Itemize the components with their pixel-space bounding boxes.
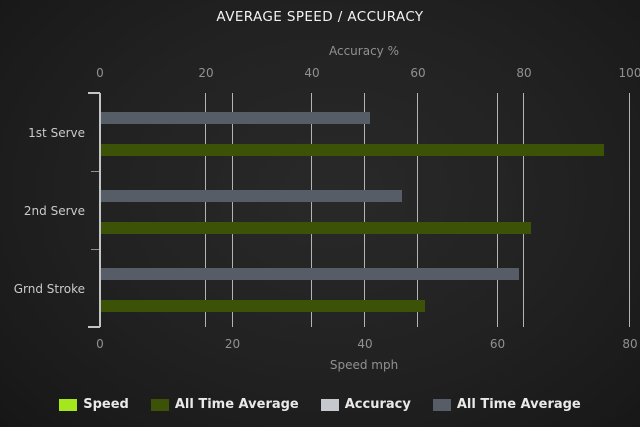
top-axis-tick-label: 20 bbox=[198, 66, 214, 80]
legend-swatch-icon bbox=[320, 398, 339, 411]
category-label-grnd-stroke: Grnd Stroke bbox=[13, 282, 85, 296]
bottom-axis-tick-label: 60 bbox=[489, 337, 506, 351]
top-axis-tick-label: 60 bbox=[410, 66, 426, 80]
legend-swatch-icon bbox=[59, 398, 78, 411]
axis-top-cap bbox=[88, 92, 100, 94]
bar-all-time-average-1st-serve bbox=[100, 112, 371, 124]
top-axis-title: Accuracy % bbox=[328, 44, 399, 58]
bar-all-time-average-2nd-serve bbox=[100, 190, 403, 202]
category-separator-tick bbox=[91, 171, 99, 172]
legend-swatch-icon bbox=[150, 398, 169, 411]
bottom-axis-gridline bbox=[496, 93, 498, 327]
category-label-1st-serve: 1st Serve bbox=[28, 126, 85, 140]
legend-label: All Time Average bbox=[174, 397, 299, 412]
legend-item-all-time-average-1: All Time Average bbox=[150, 397, 299, 412]
legend-label: Speed bbox=[83, 397, 129, 412]
bottom-axis-tick-label: 0 bbox=[96, 337, 104, 351]
bottom-axis-gridline bbox=[364, 93, 365, 327]
bottom-axis-tick-label: 20 bbox=[224, 337, 241, 351]
legend-label: All Time Average bbox=[456, 397, 581, 412]
bar-all-time-average-grnd-stroke bbox=[100, 300, 425, 312]
category-separator-tick bbox=[91, 249, 99, 250]
bar-all-time-average-grnd-stroke bbox=[100, 268, 519, 280]
bottom-axis-tick-label: 40 bbox=[357, 337, 373, 351]
bottom-axis-gridline bbox=[231, 93, 233, 327]
top-axis-tick-label: 100 bbox=[618, 66, 640, 80]
bar-all-time-average-1st-serve bbox=[100, 144, 604, 156]
vertical-axis-line bbox=[99, 93, 101, 327]
bottom-axis-tick-label: 80 bbox=[622, 337, 638, 351]
axis-bottom-cap bbox=[88, 326, 100, 328]
bottom-axis-title: Speed mph bbox=[329, 358, 399, 372]
bar-all-time-average-2nd-serve bbox=[100, 222, 531, 234]
bottom-axis-gridline bbox=[629, 93, 630, 327]
legend-label: Accuracy bbox=[344, 397, 411, 412]
top-axis-gridline bbox=[205, 93, 206, 327]
legend-item-accuracy-2: Accuracy bbox=[320, 397, 411, 412]
top-axis-tick-label: 80 bbox=[516, 66, 532, 80]
top-axis-tick-label: 0 bbox=[96, 66, 104, 80]
legend-swatch-icon bbox=[432, 398, 451, 411]
category-label-2nd-serve: 2nd Serve bbox=[23, 204, 85, 218]
top-axis-gridline bbox=[311, 93, 312, 327]
legend-item-speed-0: Speed bbox=[59, 397, 129, 412]
chart-legend: Speed All Time Average Accuracy All Time Av… bbox=[0, 397, 640, 412]
top-axis-gridline bbox=[523, 93, 524, 327]
top-axis-gridline bbox=[417, 93, 418, 327]
top-axis-tick-label: 40 bbox=[304, 66, 320, 80]
legend-item-all-time-average-3: All Time Average bbox=[432, 397, 581, 412]
chart-title: AVERAGE SPEED / ACCURACY bbox=[216, 9, 424, 25]
